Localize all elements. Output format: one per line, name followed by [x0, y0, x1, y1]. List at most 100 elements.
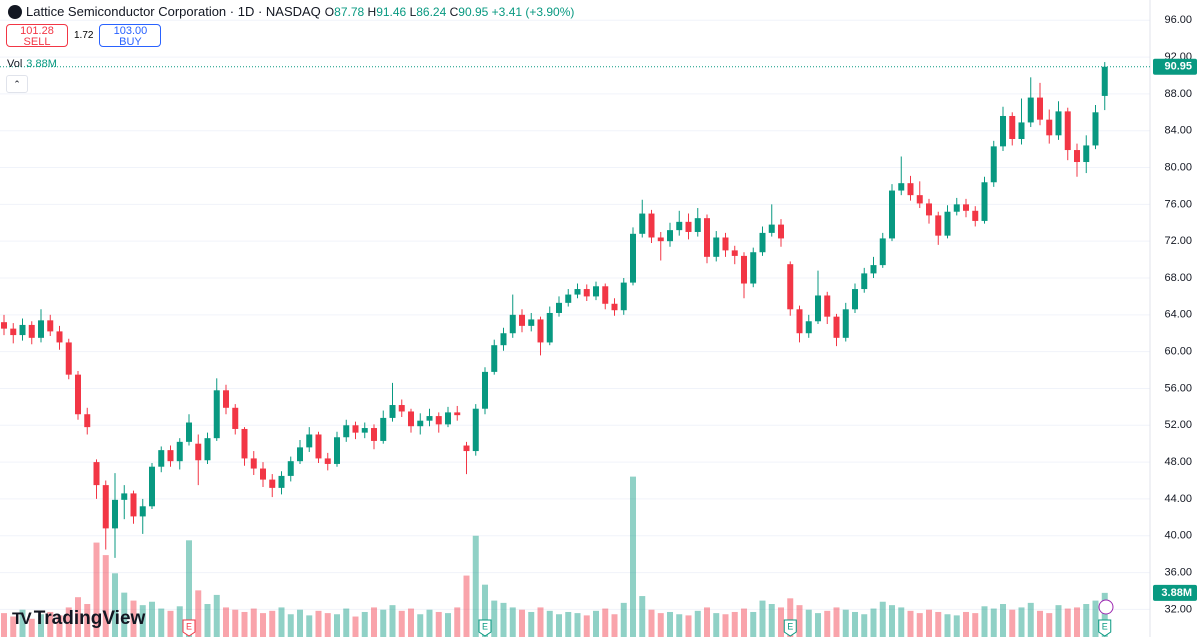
volume-bar — [676, 614, 683, 637]
volume-bar — [907, 610, 914, 637]
spread: 1.72 — [74, 30, 94, 41]
collapse-button[interactable]: ⌃ — [6, 75, 28, 93]
candle-body — [1, 322, 7, 329]
volume-bar — [112, 573, 118, 637]
volume-bar — [84, 604, 91, 637]
volume-bar — [861, 614, 868, 637]
volume-bar — [842, 609, 849, 637]
candle-body — [1027, 97, 1034, 123]
last-price-box — [1153, 58, 1197, 75]
volume-bar — [778, 607, 784, 637]
candle-body — [121, 493, 128, 500]
candle-body — [56, 331, 63, 343]
candle-body — [93, 462, 100, 486]
symbol-logo — [8, 4, 22, 19]
candle-body — [861, 273, 868, 290]
volume-bar — [38, 614, 44, 637]
earnings-label: E — [1102, 621, 1108, 631]
candle-body — [972, 210, 979, 221]
volume-bar — [796, 605, 803, 637]
volume-bar — [731, 611, 738, 637]
volume-bar — [768, 604, 775, 637]
candle-body — [306, 434, 313, 448]
volume-bar — [694, 610, 701, 637]
earnings-marker — [1098, 619, 1112, 637]
candle-body — [713, 237, 720, 257]
volume-bar — [176, 606, 183, 637]
candle-body — [833, 316, 840, 338]
volume-bar — [630, 476, 636, 637]
candle-body — [648, 213, 655, 238]
candle-body — [565, 294, 572, 303]
volume-bar — [1101, 592, 1108, 637]
y-tick-label: 44.00 — [1164, 493, 1192, 505]
candle-body — [380, 417, 387, 441]
y-tick-label: 64.00 — [1164, 309, 1192, 321]
volume-bar — [408, 608, 414, 637]
candle-body — [694, 218, 701, 232]
candle-body — [611, 303, 618, 311]
volume-legend: Vol 3.88M — [7, 58, 57, 70]
volume-bar — [898, 607, 905, 637]
candle-body — [176, 441, 183, 462]
candle-body — [741, 255, 747, 284]
volume-bar — [65, 607, 72, 637]
volume-bar — [93, 542, 100, 637]
volume-bar — [28, 618, 35, 637]
volume-value-label: 3.88M — [1161, 587, 1192, 599]
candle-body — [260, 468, 266, 480]
candles — [1, 62, 1108, 558]
volume-bar — [426, 609, 433, 637]
volume-bar — [398, 610, 405, 637]
volume-bar — [269, 610, 276, 637]
volume-bar — [741, 608, 747, 637]
candle-body — [149, 466, 155, 507]
candle-body — [963, 204, 969, 211]
volume-bar — [1009, 609, 1016, 637]
buy-button[interactable]: 103.00 BUY — [99, 24, 162, 48]
sell-button[interactable]: 101.28 SELL — [6, 24, 68, 48]
candle-body — [287, 461, 294, 476]
candle-body — [75, 374, 81, 415]
earnings-label: E — [482, 621, 488, 631]
candle-body — [796, 309, 803, 334]
volume-bar — [1037, 610, 1043, 637]
volume-bar — [343, 608, 350, 637]
candle-body — [482, 371, 488, 409]
candle-body — [722, 237, 729, 251]
candle-body — [1046, 119, 1053, 136]
candle-body — [47, 320, 54, 332]
candle-body — [602, 286, 609, 304]
candle-body — [269, 479, 276, 488]
symbol-title[interactable]: Lattice Semiconductor Corporation · 1D ·… — [26, 4, 321, 19]
open-label: O — [324, 4, 335, 19]
candle-body — [167, 450, 174, 462]
volume-bar — [759, 600, 766, 637]
y-tick-label: 56.00 — [1164, 382, 1192, 394]
candle-body — [935, 215, 942, 236]
volume-bar — [352, 616, 359, 637]
volume-bar — [815, 613, 821, 637]
volume-bar — [953, 615, 960, 637]
volume-bar — [287, 614, 294, 637]
change: +3.41 (+3.90%) — [491, 4, 575, 19]
volume-bar — [1064, 608, 1071, 637]
volume-bar — [824, 610, 831, 637]
volume-bar — [990, 608, 997, 637]
volume-bar — [926, 609, 932, 637]
volume-bar — [1, 613, 7, 637]
volume-bar — [750, 611, 757, 637]
volume-bar — [186, 540, 192, 637]
y-tick-label: 40.00 — [1164, 530, 1192, 542]
y-tick-label: 76.00 — [1164, 198, 1192, 210]
volume-bar — [870, 608, 877, 637]
candle-body — [657, 237, 664, 242]
volume-bar — [250, 608, 257, 637]
brand-logo: TV — [12, 609, 32, 628]
high-value: 91.46 — [376, 4, 407, 19]
volume-bar — [10, 616, 17, 637]
candle-body — [519, 314, 525, 326]
candle-body — [158, 450, 165, 467]
candle-body — [1037, 97, 1043, 120]
